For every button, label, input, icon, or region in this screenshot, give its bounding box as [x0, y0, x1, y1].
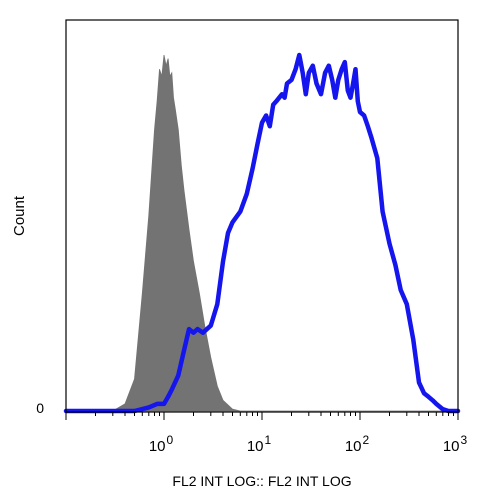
x-axis-ticks — [65, 412, 459, 420]
x-tick-label-base: 10 — [345, 438, 362, 455]
x-tick-label-1: 101 — [247, 433, 272, 455]
y-axis-label: Count — [11, 195, 28, 236]
x-tick-label-exponent: 2 — [363, 433, 370, 447]
x-axis-tick-labels: 100 101 102 103 — [149, 433, 468, 455]
x-tick-label-base: 10 — [443, 438, 460, 455]
filled-histogram-series-0 — [66, 54, 458, 412]
x-tick-label-2: 102 — [345, 433, 370, 455]
line-histogram-series-1 — [63, 52, 461, 414]
x-tick-label-exponent: 3 — [461, 433, 468, 447]
plot-frame — [65, 19, 459, 413]
x-tick-label-base: 10 — [149, 438, 166, 455]
x-tick-label-exponent: 0 — [167, 433, 174, 447]
series-layer — [63, 52, 461, 414]
y-tick-label-zero: 0 — [36, 400, 44, 416]
x-tick-label-base: 10 — [247, 438, 264, 455]
x-axis-label: FL2 INT LOG:: FL2 INT LOG — [172, 473, 351, 489]
x-tick-label-3: 103 — [443, 433, 468, 455]
x-tick-label-0: 100 — [149, 433, 174, 455]
x-tick-label-exponent: 1 — [265, 433, 272, 447]
